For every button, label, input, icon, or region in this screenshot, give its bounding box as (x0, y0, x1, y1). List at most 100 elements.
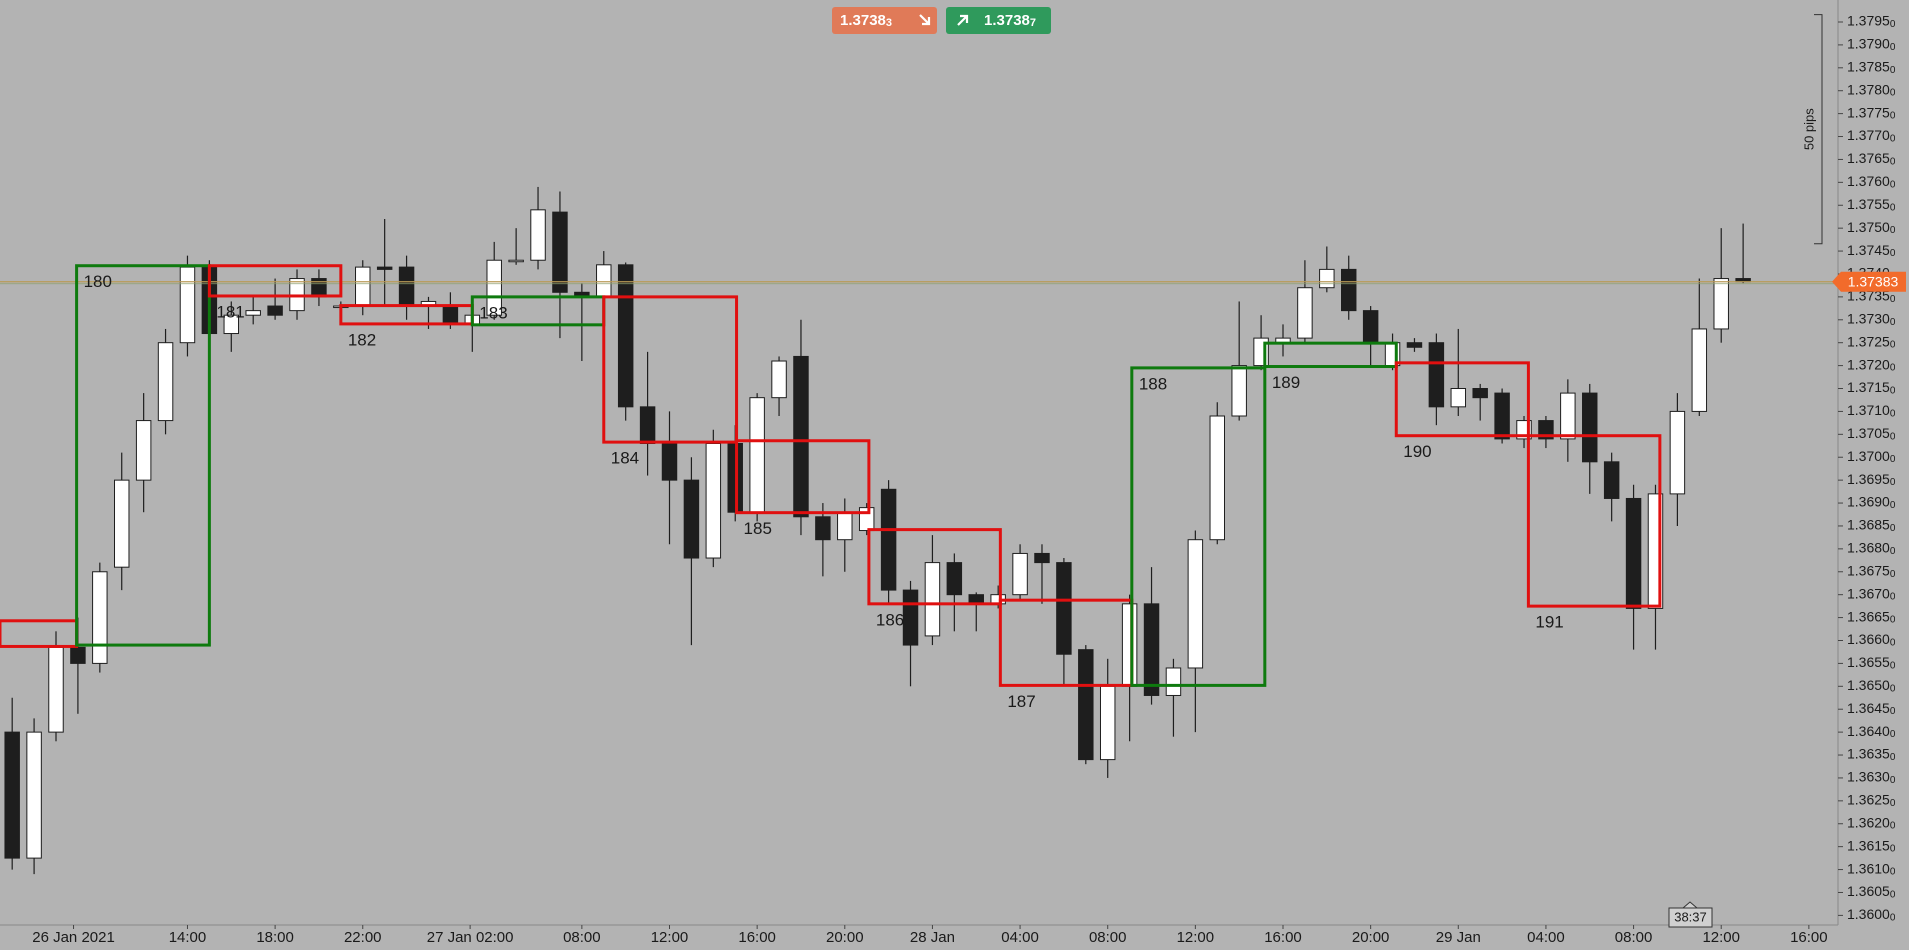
zone-label: 189 (1272, 373, 1300, 392)
zone-label: 190 (1403, 442, 1431, 461)
x-tick-label: 29 Jan (1436, 929, 1481, 946)
candle-body (924, 562, 941, 637)
zone-label: 181 (216, 302, 244, 321)
y-tick-label: 1.36100 (1847, 860, 1896, 877)
candle-body (705, 442, 722, 559)
y-tick-label: 1.36750 (1847, 562, 1896, 579)
candle-body (1494, 392, 1510, 440)
zone-box (735, 439, 871, 515)
sell-button[interactable]: 1.37383 (832, 7, 937, 34)
y-tick-label: 1.37050 (1847, 425, 1896, 442)
candle-body (1297, 287, 1313, 339)
zone-label: 187 (1007, 692, 1035, 711)
candle-body (639, 406, 656, 444)
candle-body (1231, 365, 1247, 417)
candle-body (1319, 268, 1335, 289)
candle-body (1625, 497, 1642, 609)
candle-body (1056, 562, 1072, 655)
y-tick-label: 1.37150 (1847, 379, 1896, 396)
candle-body (902, 589, 919, 646)
buy-button-price: 1.37387 (984, 12, 1036, 29)
y-tick-label: 1.36350 (1847, 746, 1896, 763)
x-tick-label: 20:00 (826, 929, 864, 946)
zone-box (207, 264, 343, 298)
candle-body (530, 209, 546, 261)
y-tick-label: 1.36250 (1847, 792, 1896, 809)
x-tick-label: 08:00 (1089, 929, 1127, 946)
y-tick-label: 1.37000 (1847, 448, 1896, 465)
candle-body (92, 571, 108, 664)
candle-body (70, 646, 86, 664)
y-tick-label: 1.37850 (1847, 59, 1896, 76)
buy-button[interactable]: 1.37387 (946, 7, 1051, 34)
y-tick-label: 1.36900 (1847, 494, 1896, 511)
candle-body (617, 264, 634, 408)
y-tick-label: 1.37450 (1847, 242, 1896, 259)
x-tick-label: 20:00 (1352, 929, 1390, 946)
candle-body (157, 342, 174, 422)
y-tick-label: 1.36400 (1847, 723, 1896, 740)
timer-pointer (1682, 901, 1698, 909)
candle-body (486, 259, 502, 316)
candle-body (1691, 328, 1708, 412)
candle-body (1450, 388, 1467, 408)
x-tick-label: 12:00 (1177, 929, 1215, 946)
y-tick-label: 1.36150 (1847, 837, 1896, 854)
candle-body (837, 511, 853, 541)
candle-body (793, 355, 809, 518)
y-tick-label: 1.37250 (1847, 333, 1896, 350)
candle-body (355, 266, 371, 307)
candle-body (1012, 552, 1028, 596)
candle-body (1362, 310, 1379, 344)
y-tick-label: 1.37300 (1847, 310, 1896, 327)
zone-label: 188 (1139, 374, 1167, 393)
candle-body (1143, 603, 1160, 696)
candle-body (135, 420, 152, 481)
y-tick-label: 1.36850 (1847, 517, 1896, 534)
y-tick-label: 1.36500 (1847, 677, 1896, 694)
zone-label: 186 (876, 610, 904, 629)
y-tick-label: 1.36050 (1847, 883, 1896, 900)
y-tick-label: 1.36450 (1847, 700, 1896, 717)
candle-body (1165, 667, 1182, 696)
zone-box (602, 295, 739, 444)
candle-body (223, 314, 240, 335)
candle-body (1034, 552, 1050, 564)
x-tick-label: 14:00 (169, 929, 207, 946)
candle-body (815, 516, 831, 541)
x-tick-label: 18:00 (256, 929, 294, 946)
zone-box (1394, 361, 1530, 438)
candle-body (1341, 268, 1357, 312)
y-tick-label: 1.36650 (1847, 608, 1896, 625)
candle-body (26, 731, 42, 859)
y-tick-label: 1.37350 (1847, 288, 1896, 305)
y-tick-label: 1.37750 (1847, 104, 1896, 121)
candle-body (596, 264, 612, 298)
pips-ruler (1814, 14, 1823, 245)
candle-body (1472, 388, 1488, 399)
zone-label: 180 (84, 272, 112, 291)
candle-body (376, 266, 393, 270)
candle-body (267, 305, 283, 316)
y-tick-label: 1.36800 (1847, 540, 1896, 557)
candle-body (661, 442, 678, 481)
candle-body (1209, 415, 1226, 541)
zone-label: 191 (1535, 613, 1563, 632)
y-tick-label: 1.36600 (1847, 631, 1896, 648)
zone-box (1130, 366, 1267, 687)
candle-body (1078, 649, 1094, 761)
y-tick-label: 1.37100 (1847, 402, 1896, 419)
candle-body (946, 562, 963, 596)
candle-body (48, 646, 64, 733)
candle-body (1603, 461, 1620, 499)
candle-body (858, 507, 875, 532)
y-tick-label: 1.37700 (1847, 127, 1896, 144)
candle-body (683, 479, 700, 559)
x-tick-label: 12:00 (651, 929, 689, 946)
candle-body (771, 360, 787, 399)
candle-body (1669, 410, 1686, 495)
candle-body (179, 266, 196, 344)
